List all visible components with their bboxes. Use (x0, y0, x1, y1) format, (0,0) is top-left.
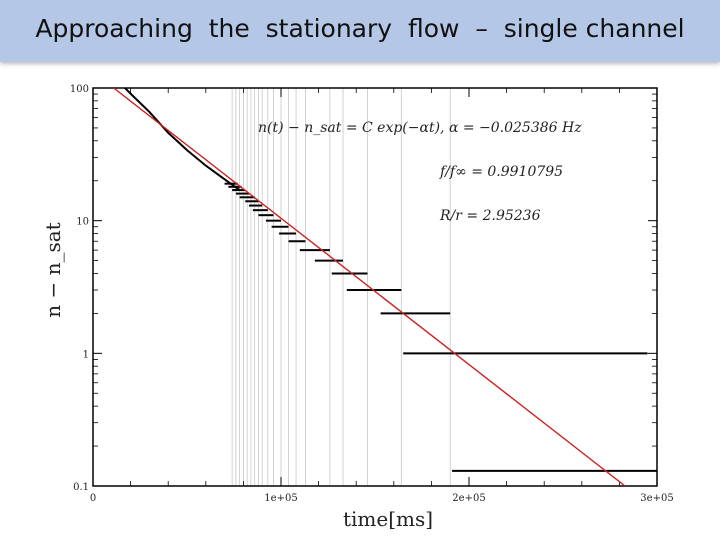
plot-frame (92, 87, 658, 487)
y-tick-label: 10 (76, 217, 89, 228)
fit-line-red (113, 88, 626, 486)
fit-line (113, 88, 626, 486)
slide-title: Approaching the stationary flow – single… (35, 14, 685, 43)
tick-labels: 0 1e+05 2e+05 3e+05 100 10 1 0.1 (70, 84, 674, 504)
x-axis-label: time[ms] (343, 507, 433, 531)
decay-curve (124, 88, 241, 191)
annotation-fit-equation: n(t) − n_sat = C exp(−αt), α = −0.025386… (258, 120, 582, 136)
x-tick-label: 2e+05 (452, 493, 485, 504)
major-ticks (92, 87, 658, 487)
x-tick-label: 3e+05 (640, 493, 673, 504)
slide-title-bar: Approaching the stationary flow – single… (0, 0, 720, 62)
y-axis-label: n − n_sat (41, 222, 65, 317)
y-tick-label: 1 (83, 349, 89, 360)
data-series (124, 88, 657, 472)
x-tick-label: 1e+05 (264, 493, 297, 504)
x-tick-label: 0 (90, 493, 96, 504)
minor-ticks (92, 88, 658, 486)
annotation-f-ratio: f/f∞ = 0.9910795 (439, 164, 563, 180)
y-tick-label: 0.1 (73, 482, 89, 493)
y-tick-label: 100 (70, 84, 89, 95)
grid-lines (231, 88, 451, 486)
annotation-r-ratio: R/r = 2.95236 (439, 208, 541, 224)
